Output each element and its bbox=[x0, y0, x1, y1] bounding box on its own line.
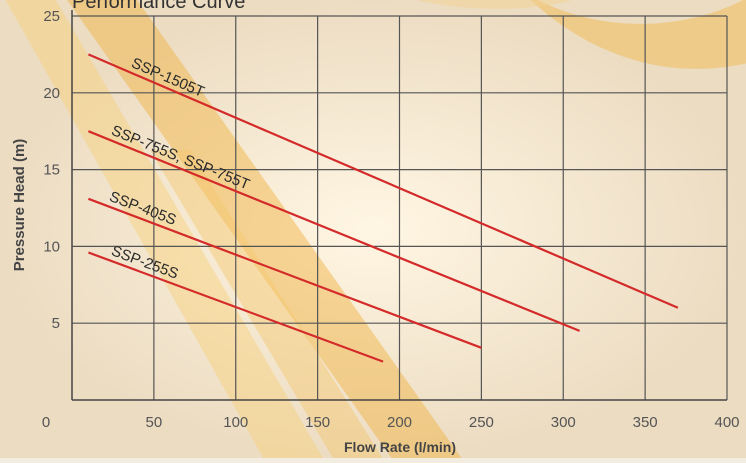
y-axis-label: Pressure Head (m) bbox=[11, 139, 28, 272]
grid bbox=[72, 15, 728, 400]
series-line-0 bbox=[87, 53, 679, 309]
y-tick-label-0: 5 bbox=[52, 315, 60, 332]
x-tick-label-1: 50 bbox=[146, 414, 163, 431]
chart-title: Performance Curve bbox=[72, 0, 245, 13]
x-tick-label-2: 100 bbox=[223, 414, 248, 431]
x-axis-label: Flow Rate (l/min) bbox=[344, 439, 456, 455]
series-line-3 bbox=[88, 251, 384, 363]
series-line-2 bbox=[88, 197, 482, 349]
x-tick-label-8: 400 bbox=[714, 414, 739, 431]
x-tick-label-0: 0 bbox=[42, 414, 50, 431]
axes: 0 50 100 150 200 250 300 350 400 5 10 15 20 25 bbox=[42, 8, 740, 431]
series-lines bbox=[87, 53, 679, 363]
y-tick-label-1: 10 bbox=[43, 238, 60, 255]
y-tick-label-4: 25 bbox=[43, 8, 60, 25]
x-tick-label-5: 250 bbox=[469, 414, 494, 431]
x-tick-label-7: 350 bbox=[633, 414, 658, 431]
series-line-1 bbox=[87, 130, 581, 332]
x-tick-label-4: 200 bbox=[387, 414, 412, 431]
x-tick-label-3: 150 bbox=[305, 414, 330, 431]
y-tick-label-3: 20 bbox=[43, 85, 60, 102]
x-tick-label-6: 300 bbox=[551, 414, 576, 431]
y-tick-label-2: 15 bbox=[43, 162, 60, 179]
